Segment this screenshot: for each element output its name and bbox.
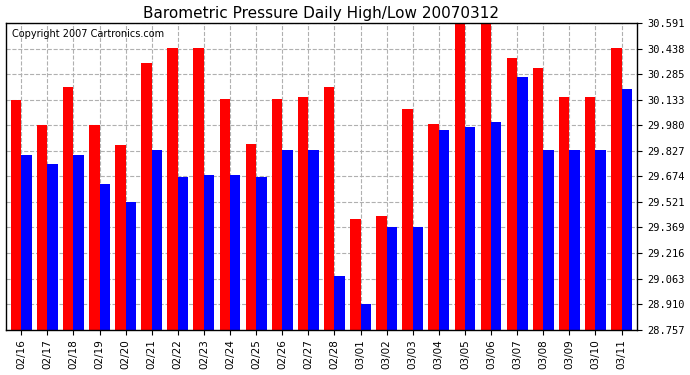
Bar bbox=[455, 23, 465, 330]
Bar bbox=[413, 227, 423, 330]
Bar bbox=[246, 144, 256, 330]
Bar bbox=[361, 304, 371, 330]
Bar bbox=[569, 150, 580, 330]
Bar bbox=[533, 68, 543, 330]
Bar bbox=[439, 130, 449, 330]
Bar bbox=[152, 150, 162, 330]
Bar bbox=[193, 48, 204, 330]
Bar bbox=[21, 155, 32, 330]
Bar bbox=[37, 125, 48, 330]
Bar bbox=[11, 100, 21, 330]
Bar bbox=[506, 58, 517, 330]
Bar bbox=[99, 184, 110, 330]
Title: Barometric Pressure Daily High/Low 20070312: Barometric Pressure Daily High/Low 20070… bbox=[144, 6, 500, 21]
Bar bbox=[517, 77, 528, 330]
Bar bbox=[256, 177, 266, 330]
Bar bbox=[115, 146, 126, 330]
Bar bbox=[48, 164, 58, 330]
Bar bbox=[585, 97, 595, 330]
Bar bbox=[89, 125, 99, 330]
Bar bbox=[595, 150, 606, 330]
Bar bbox=[73, 155, 84, 330]
Bar bbox=[543, 150, 553, 330]
Bar bbox=[622, 88, 632, 330]
Bar bbox=[481, 23, 491, 330]
Bar bbox=[178, 177, 188, 330]
Bar bbox=[219, 99, 230, 330]
Bar bbox=[402, 109, 413, 330]
Text: Copyright 2007 Cartronics.com: Copyright 2007 Cartronics.com bbox=[12, 29, 164, 39]
Bar bbox=[335, 276, 345, 330]
Bar bbox=[168, 48, 178, 330]
Bar bbox=[386, 227, 397, 330]
Bar bbox=[282, 150, 293, 330]
Bar bbox=[141, 63, 152, 330]
Bar bbox=[559, 97, 569, 330]
Bar bbox=[465, 127, 475, 330]
Bar bbox=[298, 97, 308, 330]
Bar bbox=[428, 124, 439, 330]
Bar bbox=[350, 219, 361, 330]
Bar bbox=[230, 176, 241, 330]
Bar bbox=[126, 202, 136, 330]
Bar bbox=[63, 87, 73, 330]
Bar bbox=[491, 122, 502, 330]
Bar bbox=[308, 150, 319, 330]
Bar bbox=[204, 176, 215, 330]
Bar bbox=[611, 48, 622, 330]
Bar bbox=[272, 99, 282, 330]
Bar bbox=[376, 216, 386, 330]
Bar bbox=[324, 87, 335, 330]
